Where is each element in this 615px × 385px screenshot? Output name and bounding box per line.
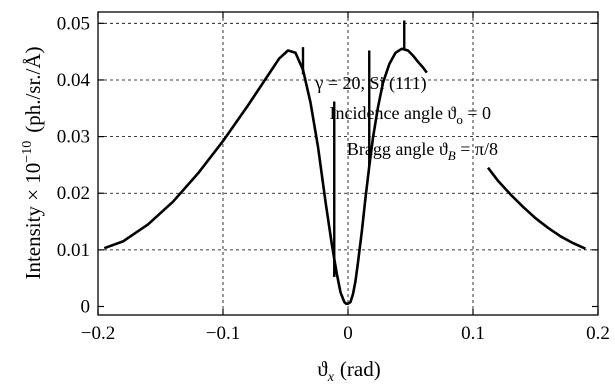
annotation-bragg: Bragg angle ϑB = π/8 [347,139,498,163]
annotation-incidence: Incidence angle ϑo = 0 [330,103,492,127]
y-tick-label: 0.02 [57,183,90,204]
x-tick-label: −0.2 [81,323,115,344]
y-tick-label: 0.04 [57,70,91,91]
series-layer [103,20,587,306]
y-tick-label: 0.03 [57,127,90,148]
x-axis-label: ϑx (rad) [317,357,380,385]
grid-lines [98,12,598,315]
plot-frame [97,11,599,316]
x-tick-label: −0.1 [206,323,240,344]
x-tick-label: 0.2 [586,323,610,344]
x-tick-label: 0 [343,323,353,344]
tick-labels: −0.2 −0.1 0 0.1 0.2 0 0.01 0.02 0.03 0.04 0.05 [57,13,610,344]
y-tick-label: 0.05 [57,13,90,34]
annotation-params: γ = 20, Si (111) [314,73,426,94]
y-axis-label: Intensity × 10−10(ph./sr./Å) [20,46,45,279]
y-tick-label: 0.01 [57,240,90,261]
x-tick-label: 0.1 [461,323,485,344]
y-tick-label: 0 [81,297,91,318]
intensity-curve-1 [103,47,428,306]
intensity-curve-2 [486,166,587,250]
